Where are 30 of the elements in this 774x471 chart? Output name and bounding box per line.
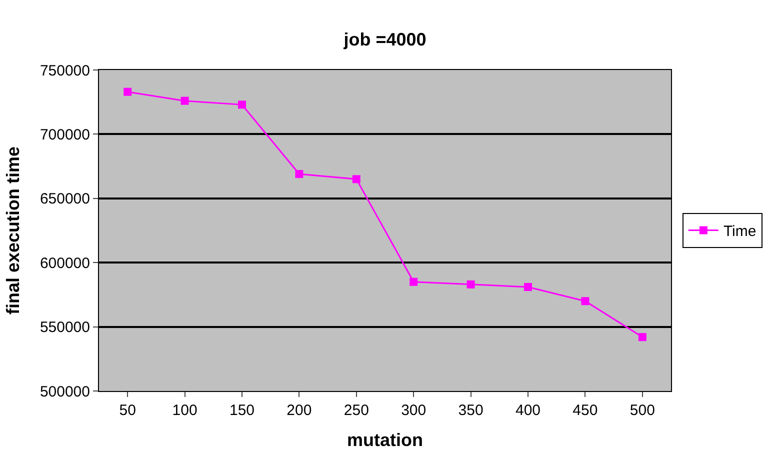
x-tick-label: 400 [515,402,541,419]
x-tick-label: 350 [458,402,484,419]
y-tick-label: 750000 [40,62,90,80]
point [581,297,590,306]
x-tick-label: 500 [630,402,655,419]
x-tick-label: 450 [572,402,598,419]
point [524,283,532,291]
y-tick-label: 650000 [40,190,90,208]
y-tick-label: 700000 [40,126,90,144]
point [352,175,360,184]
point [124,88,132,96]
x-axis-title: mutation [347,430,423,450]
x-tick-label: 100 [172,402,198,419]
point [238,100,246,109]
point [295,170,304,178]
legend-label: Time [723,223,756,240]
y-tick-label: 550000 [40,319,90,336]
x-tick-label: 200 [286,402,312,419]
point [410,278,418,286]
y-tick-label: 500000 [40,383,90,400]
point [180,96,189,105]
x-tick-label: 50 [119,402,136,419]
point [466,280,475,288]
point [638,333,646,342]
y-axis-title: final execution time [3,146,24,315]
y-tick-label: 600000 [40,254,90,272]
x-tick-label: 150 [229,402,255,419]
x-tick-label: 250 [344,402,369,419]
chart-title: job =4000 [342,30,426,50]
x-tick-label: 300 [401,402,426,419]
